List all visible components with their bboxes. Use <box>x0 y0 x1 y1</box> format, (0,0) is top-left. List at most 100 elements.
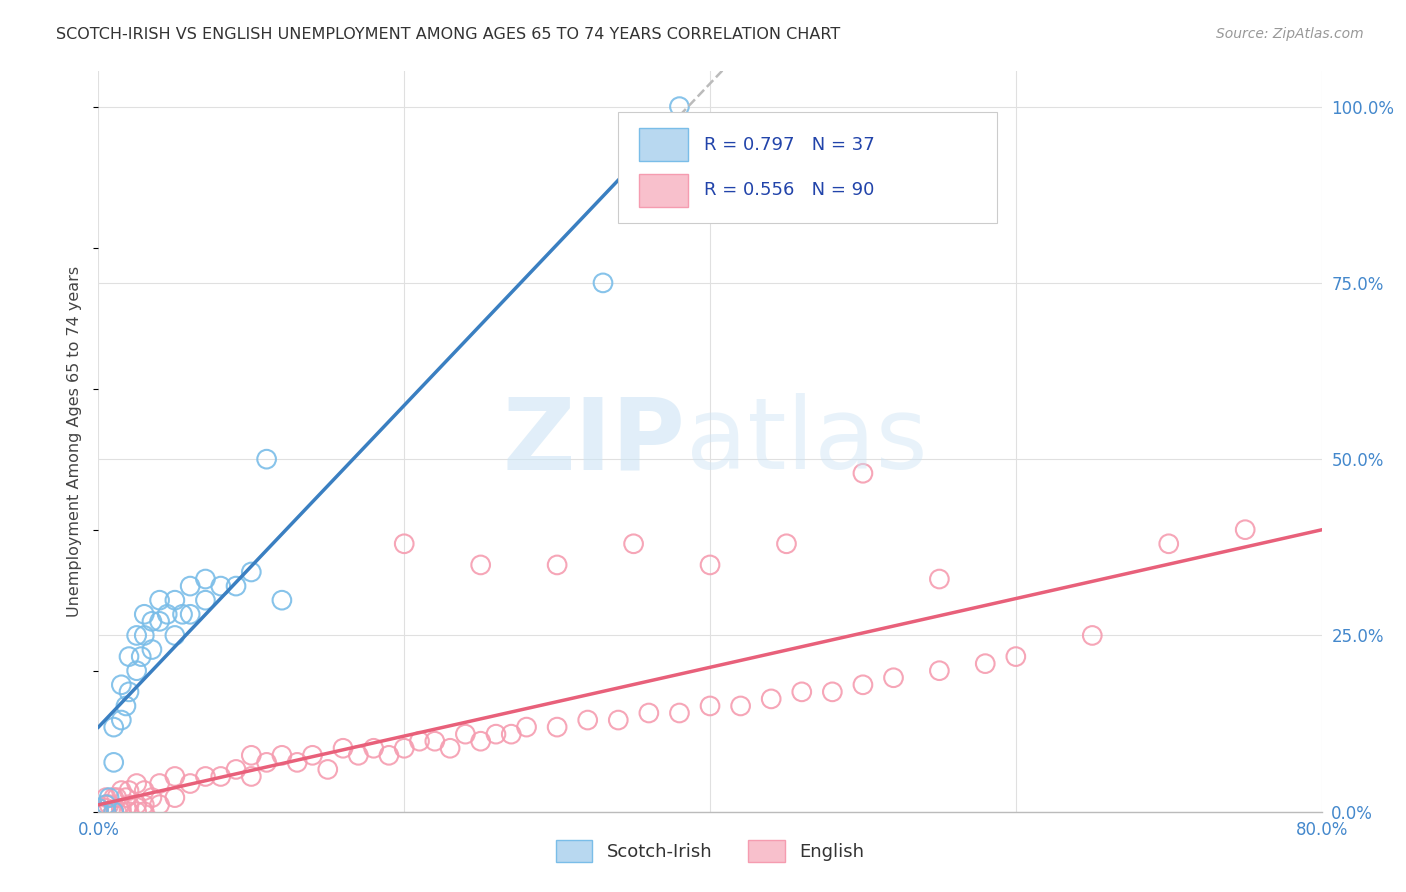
Point <box>87 805 110 819</box>
Point <box>501 727 523 741</box>
Point <box>668 706 690 720</box>
Point <box>125 776 148 790</box>
Point <box>332 741 354 756</box>
Point <box>87 805 110 819</box>
Point <box>110 783 132 797</box>
Point <box>285 756 308 770</box>
Point <box>141 615 163 629</box>
Point <box>883 671 905 685</box>
Point <box>149 776 172 790</box>
FancyBboxPatch shape <box>640 174 688 207</box>
Point <box>87 801 110 815</box>
Point <box>94 805 117 819</box>
Point <box>730 698 752 713</box>
Point <box>103 805 125 819</box>
Point <box>699 558 721 572</box>
Point <box>225 579 247 593</box>
Point <box>134 607 156 622</box>
Point <box>105 805 128 819</box>
Point <box>759 692 782 706</box>
Point <box>163 790 186 805</box>
Text: ZIP: ZIP <box>503 393 686 490</box>
Point <box>699 698 721 713</box>
Point <box>485 727 508 741</box>
Point <box>163 628 186 642</box>
Point <box>134 805 156 819</box>
FancyBboxPatch shape <box>640 128 688 161</box>
Point <box>179 607 201 622</box>
Point <box>110 801 132 815</box>
Point <box>392 537 416 551</box>
Point <box>87 805 110 819</box>
Point <box>103 805 125 819</box>
Legend: Scotch-Irish, English: Scotch-Irish, English <box>548 833 872 870</box>
Point <box>94 797 117 812</box>
Point <box>852 678 875 692</box>
Point <box>194 593 217 607</box>
Point <box>118 797 141 812</box>
Point <box>87 805 110 819</box>
Point <box>125 797 148 812</box>
Point <box>516 720 538 734</box>
Point <box>637 706 661 720</box>
Point <box>1081 628 1104 642</box>
Point <box>240 748 263 763</box>
Point <box>103 790 125 805</box>
Point <box>98 797 121 812</box>
Point <box>110 678 132 692</box>
Point <box>87 805 110 819</box>
Point <box>1234 523 1257 537</box>
Point <box>94 805 117 819</box>
Point <box>194 769 217 783</box>
Point <box>103 720 125 734</box>
Point <box>115 790 138 805</box>
Point <box>240 769 263 783</box>
Text: SCOTCH-IRISH VS ENGLISH UNEMPLOYMENT AMONG AGES 65 TO 74 YEARS CORRELATION CHART: SCOTCH-IRISH VS ENGLISH UNEMPLOYMENT AMO… <box>56 27 841 42</box>
Point <box>125 805 148 819</box>
Point <box>470 558 492 572</box>
Y-axis label: Unemployment Among Ages 65 to 74 years: Unemployment Among Ages 65 to 74 years <box>67 266 83 617</box>
Point <box>347 748 370 763</box>
Point <box>134 783 156 797</box>
Point <box>141 790 163 805</box>
Point <box>103 805 125 819</box>
Point <box>87 805 110 819</box>
Point <box>668 100 690 114</box>
Point <box>110 713 132 727</box>
Point <box>821 685 844 699</box>
Point <box>110 805 132 819</box>
Point <box>94 790 117 805</box>
Point <box>592 276 614 290</box>
Point <box>118 805 141 819</box>
Point <box>240 565 263 579</box>
Point <box>392 741 416 756</box>
Point <box>94 805 117 819</box>
Point <box>163 769 186 783</box>
Point <box>775 537 797 551</box>
Point <box>125 664 148 678</box>
Point <box>163 593 186 607</box>
Point <box>256 452 278 467</box>
Point <box>423 734 446 748</box>
Point <box>156 607 179 622</box>
Point <box>852 467 875 481</box>
Point <box>149 593 172 607</box>
Point <box>270 593 292 607</box>
Point <box>1157 537 1180 551</box>
Point <box>408 734 430 748</box>
Point <box>118 685 141 699</box>
Point <box>103 805 125 819</box>
Point <box>179 776 201 790</box>
Point <box>118 783 141 797</box>
Point <box>105 790 128 805</box>
Point <box>790 685 813 699</box>
Text: atlas: atlas <box>686 393 927 490</box>
FancyBboxPatch shape <box>619 112 997 223</box>
Point <box>928 572 950 586</box>
Point <box>134 797 156 812</box>
Point <box>134 628 156 642</box>
Point <box>87 805 110 819</box>
Point <box>454 727 477 741</box>
Point <box>94 801 117 815</box>
Text: R = 0.556   N = 90: R = 0.556 N = 90 <box>704 181 875 200</box>
